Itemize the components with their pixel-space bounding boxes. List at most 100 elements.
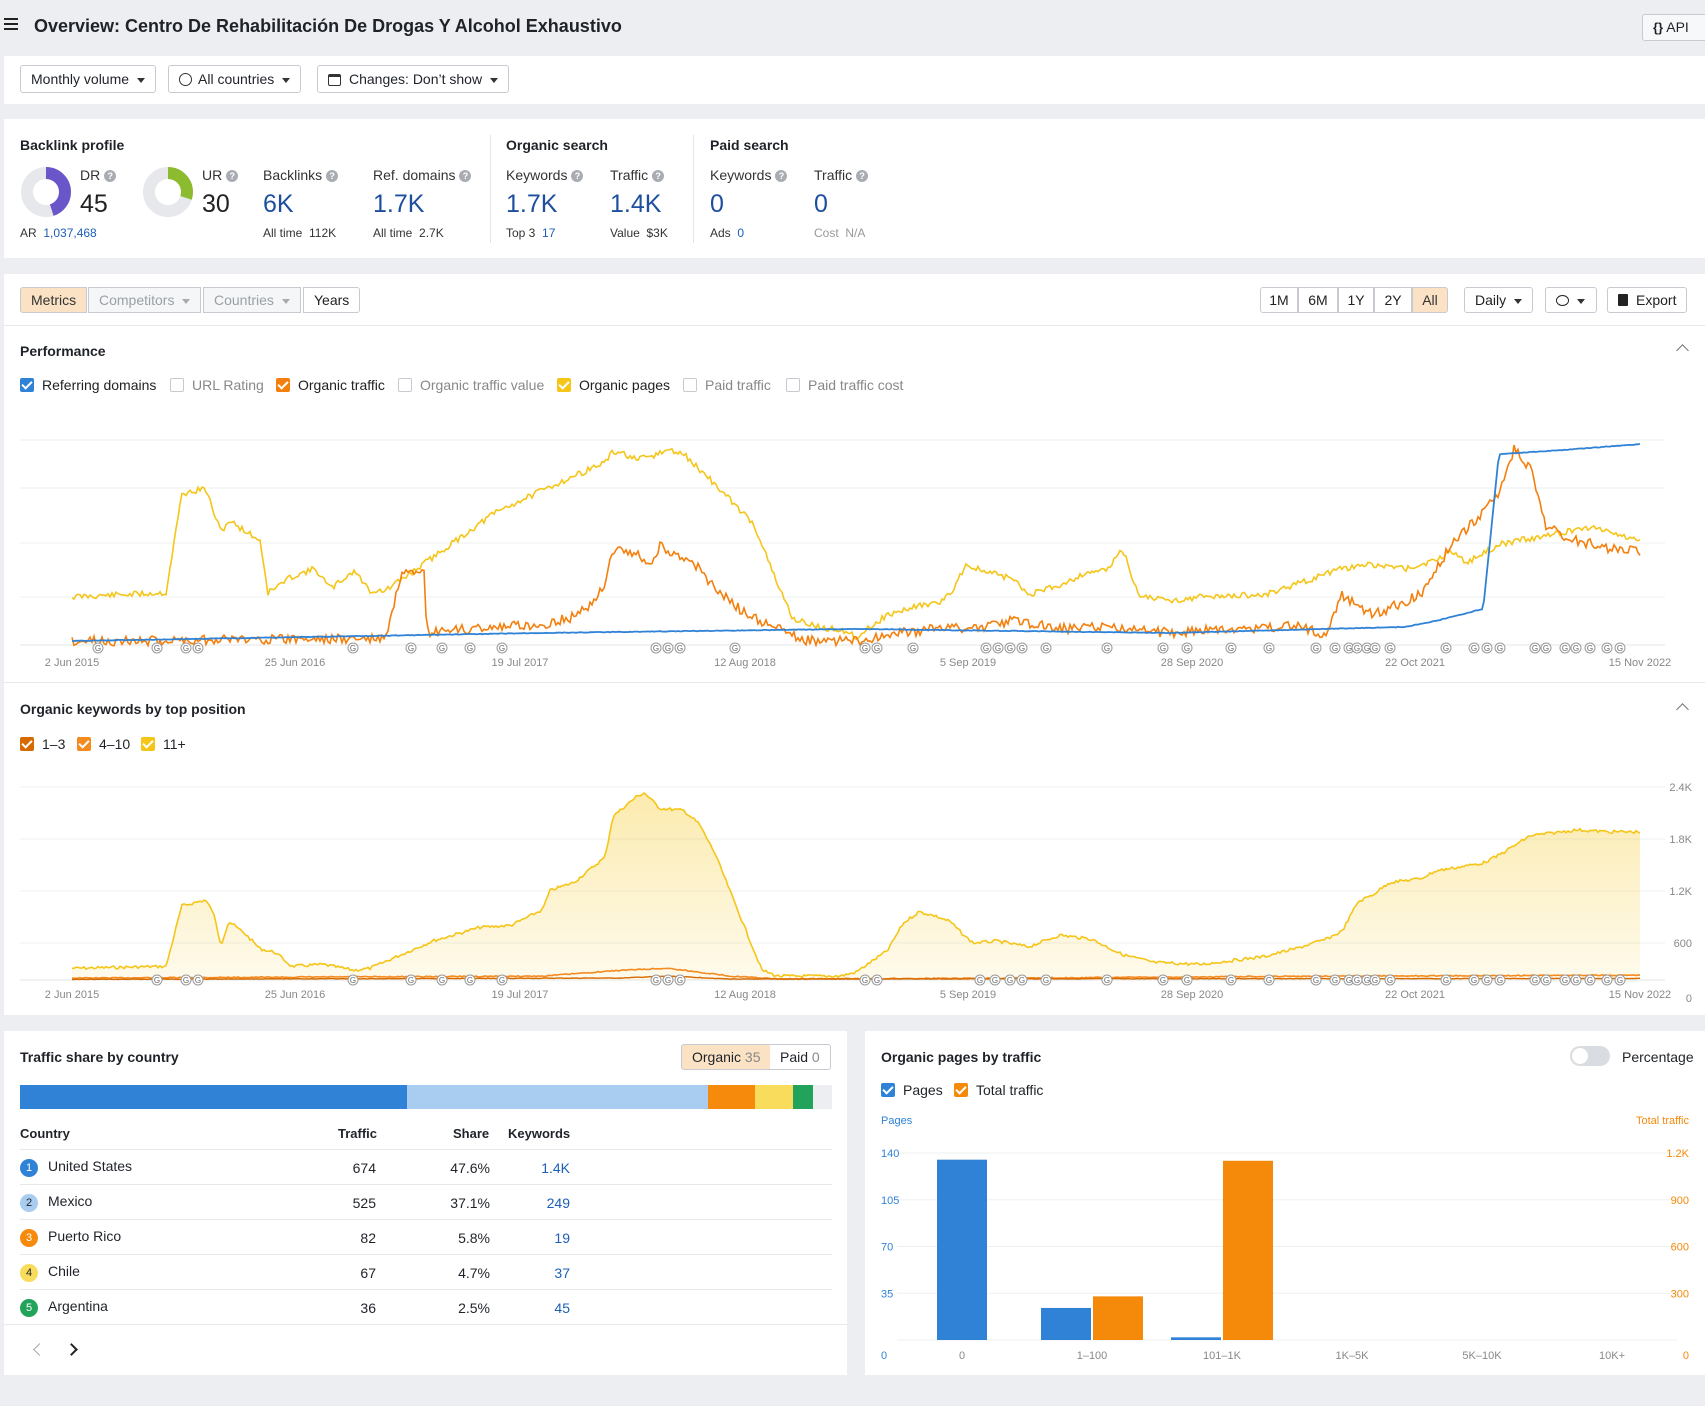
country-keywords[interactable]: 37: [554, 1265, 570, 1281]
area-11plus: [72, 793, 1640, 980]
google-update-marker: G: [464, 642, 476, 654]
svg-text:G: G: [1160, 976, 1166, 985]
export-button[interactable]: Export: [1607, 287, 1688, 313]
legend-checkbox[interactable]: [276, 378, 290, 392]
paid-traffic-value[interactable]: 0: [814, 190, 828, 218]
tab-countries[interactable]: Countries: [203, 287, 301, 313]
series-organic-traffic: [71, 444, 1641, 648]
svg-text:G: G: [995, 644, 1001, 653]
legend-checkbox[interactable]: [170, 378, 184, 392]
paid-toggle[interactable]: Paid 0: [770, 1044, 831, 1070]
percentage-toggle[interactable]: [1570, 1046, 1610, 1066]
divider: [20, 1184, 832, 1185]
annotations-dropdown[interactable]: [1545, 287, 1597, 313]
help-icon[interactable]: ?: [856, 170, 869, 182]
country-name[interactable]: Argentina: [48, 1298, 108, 1314]
svg-text:G: G: [862, 976, 868, 985]
google-update-marker: G: [1351, 642, 1363, 654]
svg-text:G: G: [1228, 976, 1234, 985]
google-update-marker: G: [464, 974, 476, 986]
menu-icon[interactable]: [4, 18, 18, 30]
range-1m[interactable]: 1M: [1260, 287, 1298, 313]
country-traffic: 674: [352, 1160, 376, 1176]
ar-value[interactable]: 1,037,468: [43, 226, 97, 240]
country-keywords[interactable]: 45: [554, 1300, 570, 1316]
svg-text:G: G: [1043, 644, 1049, 653]
google-update-marker: G: [1529, 642, 1541, 654]
code-braces-icon: {}: [1653, 20, 1664, 35]
country-keywords[interactable]: 19: [554, 1230, 570, 1246]
svg-text:G: G: [862, 644, 868, 653]
refdomains-value[interactable]: 1.7K: [373, 190, 425, 218]
organic-keywords-value[interactable]: 1.7K: [506, 190, 558, 218]
range-all[interactable]: All: [1412, 287, 1448, 313]
help-icon[interactable]: ?: [775, 170, 788, 182]
range-2y[interactable]: 2Y: [1374, 287, 1412, 313]
pages-checkbox[interactable]: [881, 1083, 895, 1097]
legend-label: 1–3: [42, 736, 66, 752]
google-update-marker: G: [1016, 642, 1028, 654]
right-tick-label: 0: [1683, 1350, 1689, 1362]
legend-checkbox[interactable]: [20, 378, 34, 392]
legend-checkbox[interactable]: [77, 737, 91, 751]
country-name[interactable]: Puerto Rico: [48, 1228, 122, 1244]
legend-checkbox[interactable]: [20, 737, 34, 751]
tab-competitors[interactable]: Competitors: [88, 287, 202, 313]
paid-keywords-label: Keywords?: [710, 167, 788, 183]
cost-row: Cost N/A: [814, 226, 866, 240]
google-update-marker: G: [1468, 642, 1480, 654]
google-update-marker: G: [1584, 642, 1596, 654]
country-name[interactable]: Mexico: [48, 1193, 93, 1209]
country-traffic: 82: [360, 1230, 376, 1246]
svg-text:G: G: [1573, 644, 1579, 653]
x-tick-label: 15 Nov 2022: [1609, 989, 1671, 1001]
paid-keywords-value[interactable]: 0: [710, 190, 724, 218]
legend-checkbox[interactable]: [683, 378, 697, 392]
google-update-marker: G: [662, 974, 674, 986]
svg-text:G: G: [983, 644, 989, 653]
total-traffic-checkbox[interactable]: [954, 1083, 968, 1097]
help-icon[interactable]: ?: [226, 170, 239, 182]
google-update-marker: G: [1559, 642, 1571, 654]
help-icon[interactable]: ?: [652, 170, 665, 182]
country-name[interactable]: United States: [48, 1158, 133, 1174]
google-update-marker: G: [1329, 974, 1341, 986]
countries-dropdown[interactable]: All countries: [168, 65, 302, 93]
help-icon[interactable]: ?: [571, 170, 584, 182]
svg-text:G: G: [1484, 976, 1490, 985]
changes-dropdown[interactable]: Changes: Don’t show: [317, 65, 510, 93]
help-icon[interactable]: ?: [104, 170, 117, 182]
backlinks-value[interactable]: 6K: [263, 190, 294, 218]
legend-checkbox[interactable]: [557, 378, 571, 392]
tab-years[interactable]: Years: [303, 287, 361, 313]
google-update-marker: G: [180, 974, 192, 986]
google-update-marker: G: [907, 642, 919, 654]
download-icon: [1618, 294, 1628, 306]
organic-traffic-value[interactable]: 1.4K: [610, 190, 662, 218]
help-icon[interactable]: ?: [459, 170, 472, 182]
api-button[interactable]: {} API: [1642, 14, 1705, 41]
svg-text:G: G: [183, 644, 189, 653]
range-1y[interactable]: 1Y: [1338, 287, 1374, 313]
google-update-marker: G: [1157, 974, 1169, 986]
interval-dropdown[interactable]: Daily: [1464, 287, 1534, 313]
legend-checkbox[interactable]: [141, 737, 155, 751]
svg-text:G: G: [1104, 644, 1110, 653]
svg-text:G: G: [1184, 644, 1190, 653]
google-update-marker: G: [496, 974, 508, 986]
country-traffic: 67: [360, 1265, 376, 1281]
country-name[interactable]: Chile: [48, 1263, 80, 1279]
svg-text:G: G: [665, 644, 671, 653]
legend-checkbox[interactable]: [786, 378, 800, 392]
country-keywords[interactable]: 249: [546, 1195, 570, 1211]
country-keywords[interactable]: 1.4K: [541, 1160, 570, 1176]
left-tick-label: 35: [881, 1288, 893, 1300]
legend-checkbox[interactable]: [398, 378, 412, 392]
x-tick-label: 19 Jul 2017: [492, 657, 549, 669]
tab-metrics[interactable]: Metrics: [20, 287, 88, 313]
help-icon[interactable]: ?: [326, 170, 339, 182]
monthly-volume-dropdown[interactable]: Monthly volume: [20, 65, 157, 93]
api-label: API: [1666, 19, 1689, 35]
range-6m[interactable]: 6M: [1298, 287, 1338, 313]
organic-toggle[interactable]: Organic 35: [681, 1044, 772, 1070]
